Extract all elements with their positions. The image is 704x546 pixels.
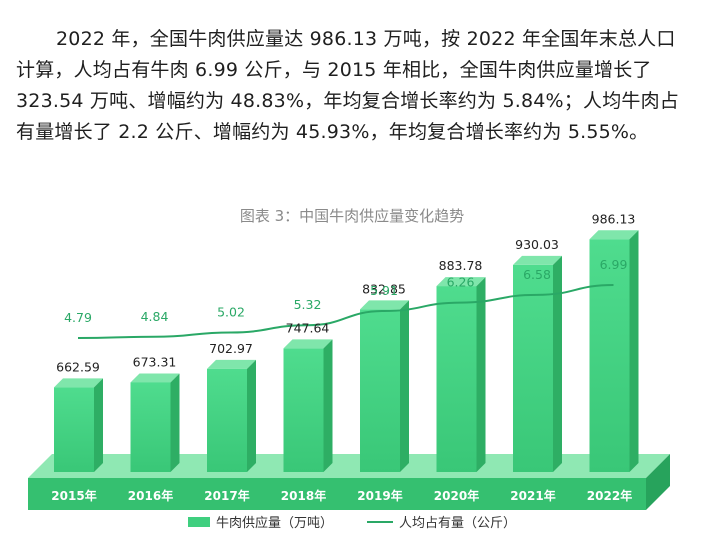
bar-2018年 bbox=[283, 339, 333, 472]
bar-value-label: 702.97 bbox=[209, 341, 253, 356]
bar-2022年 bbox=[589, 230, 639, 472]
bar-top bbox=[589, 230, 639, 240]
bar-2020年 bbox=[436, 277, 486, 472]
bar-front bbox=[283, 348, 324, 472]
line-value-label: 6.26 bbox=[447, 275, 475, 290]
legend-label-per-capita: 人均占有量（公斤） bbox=[399, 516, 517, 531]
bar-value-label: 747.64 bbox=[286, 320, 330, 335]
per-capita-line bbox=[77, 283, 614, 339]
bar-top bbox=[54, 378, 103, 388]
bar-side bbox=[170, 373, 180, 472]
legend-swatch-bar bbox=[187, 516, 210, 527]
bar-side bbox=[400, 300, 409, 472]
bar-value-label: 662.59 bbox=[56, 359, 100, 374]
bar-2021年 bbox=[513, 255, 562, 472]
bar-2016年 bbox=[130, 373, 180, 472]
legend-label-supply: 牛肉供应量（万吨） bbox=[215, 516, 333, 531]
bar-value-label: 930.03 bbox=[515, 237, 559, 252]
bar-side bbox=[553, 255, 562, 472]
bar-front bbox=[436, 286, 477, 472]
bar-front bbox=[207, 368, 247, 472]
bar-top bbox=[283, 339, 333, 349]
x-tick-label: 2021年 bbox=[510, 488, 555, 503]
x-tick-label: 2015年 bbox=[51, 488, 96, 503]
bar-front bbox=[54, 387, 94, 472]
bar-value-label: 986.13 bbox=[592, 211, 636, 226]
bar-side bbox=[247, 359, 256, 472]
chart-title: 图表 3：中国牛肉供应量变化趋势 bbox=[239, 207, 465, 225]
x-tick-label: 2022年 bbox=[587, 488, 632, 503]
line-value-label: 6.99 bbox=[600, 257, 628, 272]
line-value-label: 5.91 bbox=[370, 283, 398, 298]
bar-2019年 bbox=[360, 300, 409, 472]
legend-item-supply: 牛肉供应量（万吨） bbox=[187, 512, 333, 531]
bar-side bbox=[629, 230, 639, 472]
line-value-label: 5.32 bbox=[294, 297, 322, 312]
line-value-label: 5.02 bbox=[217, 304, 245, 319]
bar-top bbox=[513, 255, 562, 265]
base-platform-top bbox=[28, 454, 670, 478]
bar-side bbox=[323, 339, 333, 472]
intro-paragraph: 2022 年，全国牛肉供应量达 986.13 万吨，按 2022 年全国年末总人… bbox=[16, 28, 680, 143]
bar-side bbox=[476, 277, 486, 472]
line-value-label: 6.58 bbox=[523, 267, 551, 282]
line-value-label: 4.79 bbox=[64, 310, 92, 325]
x-tick-label: 2016年 bbox=[128, 488, 173, 503]
bar-2015年 bbox=[54, 378, 103, 472]
x-tick-label: 2017年 bbox=[204, 488, 249, 503]
legend-swatch-line bbox=[367, 520, 393, 523]
bar-top bbox=[360, 300, 409, 310]
x-tick-label: 2019年 bbox=[357, 488, 402, 503]
bar-front bbox=[130, 382, 171, 472]
x-tick-label: 2020年 bbox=[434, 488, 479, 503]
base-platform-side bbox=[646, 454, 670, 510]
legend-item-per-capita: 人均占有量（公斤） bbox=[367, 512, 516, 531]
bar-front bbox=[360, 309, 400, 472]
bar-2017年 bbox=[207, 359, 256, 472]
bar-value-label: 673.31 bbox=[133, 354, 177, 369]
x-tick-label: 2018年 bbox=[281, 488, 326, 503]
bar-top bbox=[436, 277, 486, 287]
bar-top bbox=[130, 373, 180, 383]
bar-value-label: 832.85 bbox=[362, 281, 406, 296]
bar-front bbox=[513, 264, 553, 472]
chart-legend: 牛肉供应量（万吨） 人均占有量（公斤） bbox=[0, 512, 704, 531]
bar-front bbox=[589, 239, 630, 472]
bar-side bbox=[94, 378, 103, 472]
bar-value-label: 883.78 bbox=[439, 258, 483, 273]
bar-top bbox=[207, 359, 256, 369]
base-platform-front bbox=[28, 478, 646, 510]
line-value-label: 4.84 bbox=[141, 309, 169, 324]
